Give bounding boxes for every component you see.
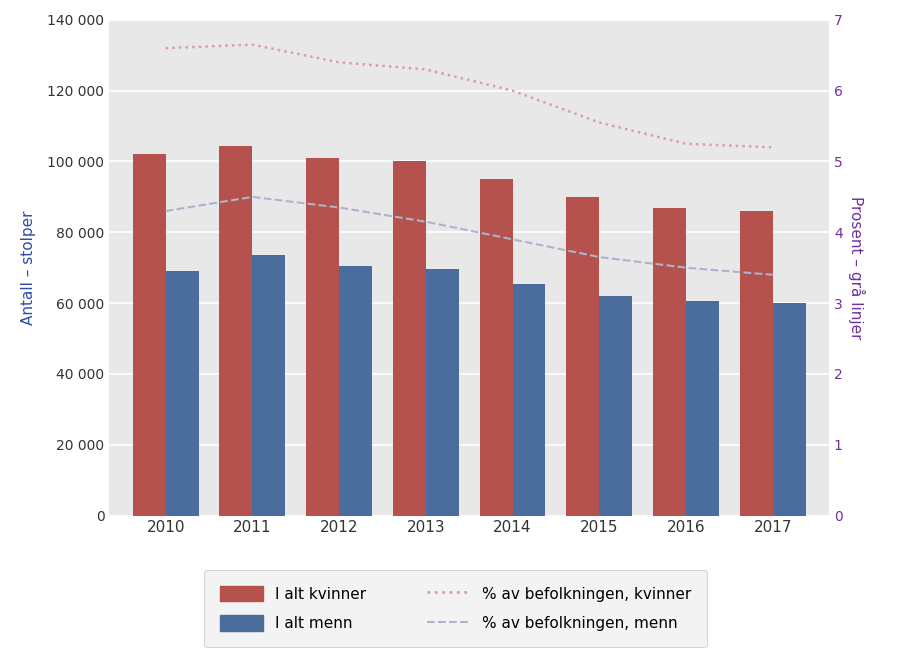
Bar — [166, 271, 199, 516]
Bar — [306, 158, 339, 516]
Bar — [513, 284, 546, 516]
Bar — [393, 161, 425, 516]
Bar — [479, 179, 513, 516]
Bar — [653, 208, 686, 516]
Y-axis label: Prosent – grå linjer: Prosent – grå linjer — [848, 196, 865, 340]
Bar — [220, 145, 252, 516]
Bar — [567, 197, 599, 516]
Bar — [252, 255, 285, 516]
Bar — [425, 270, 459, 516]
Bar — [133, 155, 166, 516]
Bar — [740, 211, 773, 516]
Bar — [686, 301, 719, 516]
Bar — [339, 266, 372, 516]
Bar — [599, 296, 632, 516]
Bar — [773, 303, 805, 516]
Legend: I alt kvinner, I alt menn, % av befolkningen, kvinner, % av befolkningen, menn: I alt kvinner, I alt menn, % av befolkni… — [204, 570, 707, 646]
Y-axis label: Antall – stolper: Antall – stolper — [21, 210, 36, 325]
